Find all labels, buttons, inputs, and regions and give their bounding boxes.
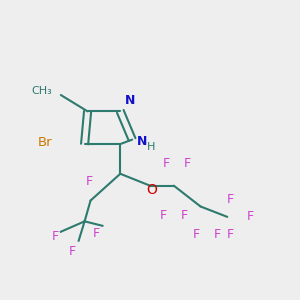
Text: N: N [125, 94, 135, 107]
Text: F: F [184, 157, 191, 170]
Text: H: H [147, 142, 155, 152]
Text: F: F [193, 228, 200, 241]
Text: F: F [51, 230, 58, 243]
Text: F: F [227, 228, 234, 241]
Text: F: F [85, 175, 93, 188]
Text: F: F [93, 227, 100, 240]
Text: N: N [136, 135, 147, 148]
Text: CH₃: CH₃ [31, 85, 52, 96]
Text: F: F [163, 157, 170, 170]
Text: Br: Br [37, 136, 52, 149]
Text: O: O [146, 183, 157, 197]
Text: F: F [160, 209, 167, 222]
Text: F: F [227, 193, 234, 206]
Text: F: F [247, 210, 254, 224]
Text: F: F [69, 244, 76, 258]
Text: F: F [213, 228, 220, 241]
Text: F: F [181, 209, 188, 222]
